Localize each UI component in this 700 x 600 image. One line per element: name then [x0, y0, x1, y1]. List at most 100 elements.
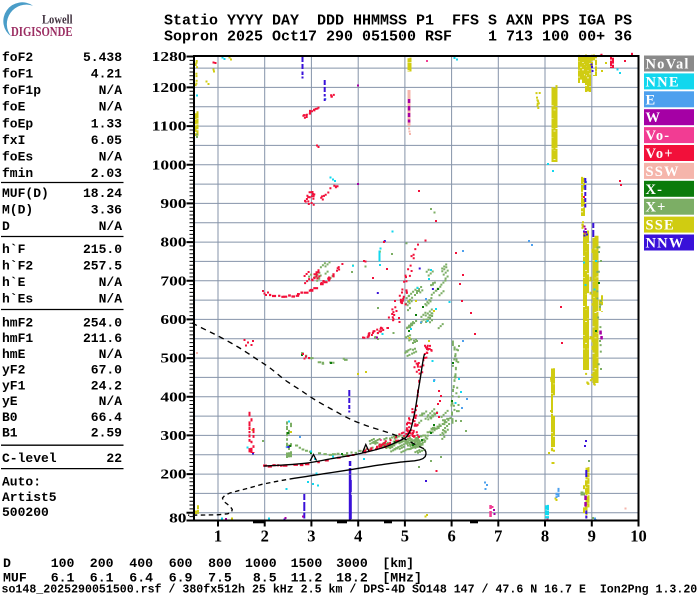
svg-text:foEp: foEp	[2, 116, 33, 131]
svg-text:5.438: 5.438	[83, 50, 122, 65]
svg-text:22: 22	[106, 451, 122, 466]
svg-text:4.21: 4.21	[91, 67, 122, 82]
svg-text:foF1p: foF1p	[2, 83, 41, 98]
svg-text:N/A: N/A	[99, 347, 123, 362]
svg-text:600: 600	[169, 556, 193, 571]
svg-text:h`F2: h`F2	[2, 259, 33, 274]
svg-text:N/A: N/A	[99, 150, 123, 165]
svg-text:h`Es: h`Es	[2, 292, 33, 307]
svg-text:hmF2: hmF2	[2, 315, 33, 330]
svg-text:1280: 1280	[152, 49, 187, 64]
svg-text:18.24: 18.24	[83, 186, 122, 201]
svg-text:B0: B0	[2, 410, 18, 425]
svg-text:so148_2025290051500.rsf / 380f: so148_2025290051500.rsf / 380fx512h 25 k…	[2, 583, 698, 596]
svg-text:800: 800	[160, 235, 186, 250]
svg-text:N/A: N/A	[99, 292, 123, 307]
svg-text:M(D): M(D)	[2, 203, 33, 218]
svg-text:5: 5	[401, 527, 409, 546]
svg-text:200: 200	[90, 556, 114, 571]
svg-text:hmE: hmE	[2, 347, 26, 362]
svg-text:SSE: SSE	[646, 218, 675, 234]
svg-text:18.2: 18.2	[336, 571, 368, 586]
svg-text:6.1: 6.1	[90, 571, 114, 586]
svg-text:MUF(D): MUF(D)	[2, 186, 49, 201]
svg-text:Sopron 2025 Oct17 290 051500 R: Sopron 2025 Oct17 290 051500 RSF 1 713 1…	[164, 28, 632, 45]
svg-text:3000: 3000	[336, 556, 368, 571]
svg-text:215.0: 215.0	[83, 242, 122, 257]
svg-text:257.5: 257.5	[83, 259, 122, 274]
svg-text:D: D	[2, 219, 10, 234]
svg-text:6.4: 6.4	[129, 571, 153, 586]
svg-text:Vo+: Vo+	[646, 146, 674, 162]
svg-text:[km]: [km]	[382, 556, 414, 571]
svg-text:800: 800	[208, 556, 232, 571]
svg-text:6.1: 6.1	[51, 571, 75, 586]
svg-text:W: W	[646, 110, 662, 126]
svg-text:100: 100	[51, 556, 75, 571]
svg-text:B1: B1	[2, 426, 18, 441]
svg-text:3: 3	[307, 527, 315, 546]
svg-text:211.6: 211.6	[83, 331, 122, 346]
svg-text:Lowell: Lowell	[42, 13, 73, 27]
svg-text:foF1: foF1	[2, 67, 33, 82]
svg-text:N/A: N/A	[99, 219, 123, 234]
svg-text:foF2: foF2	[2, 50, 33, 65]
svg-text:3.36: 3.36	[91, 203, 122, 218]
svg-text:MUF: MUF	[3, 571, 27, 586]
svg-text:8.5: 8.5	[253, 571, 277, 586]
svg-text:X-: X-	[646, 182, 664, 198]
svg-text:foE: foE	[2, 100, 26, 115]
svg-text:Statio YYYY DAY DDD HHMMSS P1: Statio YYYY DAY DDD HHMMSS P1 FFS S AXN …	[164, 12, 632, 29]
svg-text:7: 7	[494, 527, 502, 546]
svg-text:Vo-: Vo-	[646, 128, 671, 144]
svg-text:E: E	[646, 92, 657, 108]
svg-text:fxI: fxI	[2, 133, 25, 148]
svg-text:D: D	[3, 556, 11, 571]
svg-text:C-level: C-level	[2, 451, 57, 466]
svg-text:24.2: 24.2	[91, 378, 122, 393]
svg-text:1000: 1000	[152, 157, 187, 172]
svg-text:1: 1	[214, 527, 222, 546]
svg-text:67.0: 67.0	[91, 363, 122, 378]
svg-text:Auto:: Auto:	[2, 474, 41, 489]
svg-text:N/A: N/A	[99, 83, 123, 98]
svg-text:10: 10	[630, 527, 647, 546]
svg-text:DIGISONDE: DIGISONDE	[11, 24, 73, 39]
svg-text:h`E: h`E	[2, 275, 26, 290]
svg-text:2: 2	[261, 527, 269, 546]
svg-text:9: 9	[588, 527, 596, 546]
svg-text:1100: 1100	[152, 119, 187, 134]
svg-text:6.05: 6.05	[91, 133, 122, 148]
svg-text:1500: 1500	[291, 556, 323, 571]
svg-text:N/A: N/A	[99, 100, 123, 115]
svg-text:11.2: 11.2	[291, 571, 323, 586]
svg-text:400: 400	[129, 556, 153, 571]
svg-text:600: 600	[160, 312, 186, 327]
svg-text:NNW: NNW	[646, 236, 685, 252]
svg-text:NNE: NNE	[646, 74, 680, 90]
svg-text:66.4: 66.4	[91, 410, 122, 425]
svg-text:Artist5: Artist5	[2, 490, 57, 505]
svg-text:1.33: 1.33	[91, 116, 122, 131]
svg-text:80: 80	[169, 511, 187, 526]
svg-text:200: 200	[160, 467, 186, 482]
svg-text:6.9: 6.9	[169, 571, 193, 586]
svg-text:2.03: 2.03	[91, 166, 122, 181]
svg-text:500200: 500200	[2, 505, 49, 520]
svg-text:yF1: yF1	[2, 378, 26, 393]
svg-text:900: 900	[160, 196, 186, 211]
svg-text:1200: 1200	[152, 80, 187, 95]
svg-text:6: 6	[447, 527, 455, 546]
svg-text:2.59: 2.59	[91, 426, 122, 441]
svg-text:8: 8	[541, 527, 549, 546]
svg-text:hmF1: hmF1	[2, 331, 33, 346]
svg-text:4: 4	[354, 527, 362, 546]
svg-text:h`F: h`F	[2, 242, 26, 257]
svg-text:fmin: fmin	[2, 166, 33, 181]
svg-text:N/A: N/A	[99, 394, 123, 409]
svg-text:254.0: 254.0	[83, 315, 122, 330]
svg-text:yE: yE	[2, 394, 18, 409]
svg-text:yF2: yF2	[2, 363, 26, 378]
svg-text:SSW: SSW	[646, 164, 680, 180]
svg-text:500: 500	[160, 351, 186, 366]
